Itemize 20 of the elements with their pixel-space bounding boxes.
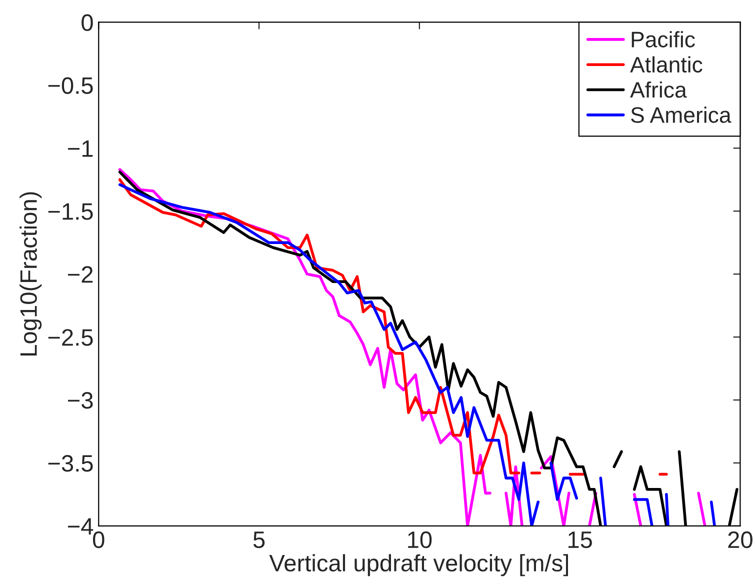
x-tick-label: 5: [253, 532, 265, 548]
y-axis-title: Log10(Fraction): [20, 192, 42, 356]
y-tick-label: −1: [68, 140, 93, 157]
legend-label: Atlantic: [630, 56, 702, 73]
y-tick-label: −1.5: [48, 203, 93, 220]
x-tick-label: 20: [728, 531, 752, 548]
y-tick-label: −2.5: [48, 329, 93, 346]
x-tick-label: 15: [568, 532, 592, 548]
legend-label: S America: [631, 106, 732, 123]
y-tick-label: −3.5: [48, 455, 93, 472]
y-tick-label: 0: [82, 14, 93, 32]
y-tick-label: −3: [68, 392, 93, 409]
legend-label: Africa: [630, 81, 687, 98]
x-axis-title: Vertical updraft velocity [m/s]: [269, 554, 568, 576]
legend-label: Pacific: [632, 31, 695, 48]
y-tick-label: −2: [68, 266, 93, 283]
y-tick-label: −4: [68, 518, 94, 534]
x-tick-label: 10: [408, 531, 432, 548]
y-tick-label: −0.5: [48, 77, 93, 94]
x-tick-label: 0: [93, 531, 104, 548]
